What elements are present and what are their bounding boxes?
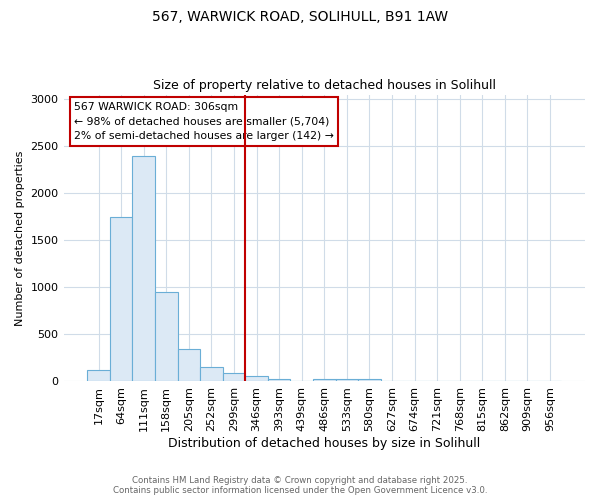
- Bar: [335, 378, 358, 382]
- Bar: [313, 378, 335, 382]
- Bar: [245, 376, 268, 382]
- Bar: [133, 156, 155, 382]
- Y-axis label: Number of detached properties: Number of detached properties: [15, 150, 25, 326]
- Text: Contains HM Land Registry data © Crown copyright and database right 2025.
Contai: Contains HM Land Registry data © Crown c…: [113, 476, 487, 495]
- Bar: [87, 370, 110, 382]
- Bar: [358, 378, 381, 382]
- Bar: [155, 292, 178, 382]
- X-axis label: Distribution of detached houses by size in Solihull: Distribution of detached houses by size …: [168, 437, 481, 450]
- Title: Size of property relative to detached houses in Solihull: Size of property relative to detached ho…: [153, 79, 496, 92]
- Bar: [223, 373, 245, 382]
- Bar: [110, 217, 133, 382]
- Bar: [200, 367, 223, 382]
- Text: 567, WARWICK ROAD, SOLIHULL, B91 1AW: 567, WARWICK ROAD, SOLIHULL, B91 1AW: [152, 10, 448, 24]
- Text: 567 WARWICK ROAD: 306sqm
← 98% of detached houses are smaller (5,704)
2% of semi: 567 WARWICK ROAD: 306sqm ← 98% of detach…: [74, 102, 334, 141]
- Bar: [268, 378, 290, 382]
- Bar: [178, 348, 200, 382]
